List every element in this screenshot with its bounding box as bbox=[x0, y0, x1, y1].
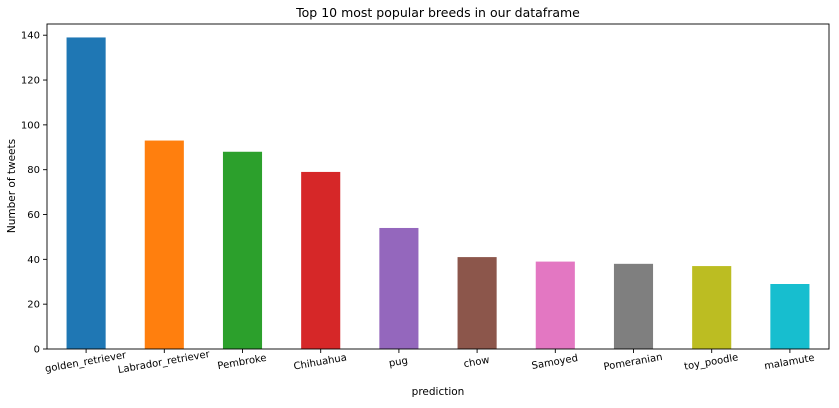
x-tick-label: toy_poodle bbox=[683, 352, 739, 372]
bar-golden-retriever bbox=[66, 37, 106, 349]
bar-malamute bbox=[770, 284, 810, 349]
x-tick-label: golden_retriever bbox=[44, 350, 128, 375]
plot-frame bbox=[46, 23, 830, 350]
bar-toy-poodle bbox=[692, 266, 732, 349]
y-tick-label: 40 bbox=[27, 255, 40, 266]
x-tick-label: Chihuahua bbox=[293, 352, 348, 372]
y-tick-label: 60 bbox=[27, 210, 40, 221]
x-tick-label: Samoyed bbox=[531, 353, 579, 372]
bar-pembroke bbox=[222, 151, 263, 349]
y-tick-label: 140 bbox=[21, 31, 40, 42]
x-tick-label: Pembroke bbox=[217, 353, 268, 372]
bar-chihuahua bbox=[301, 171, 341, 349]
x-tick-label: chow bbox=[463, 355, 491, 370]
y-tick-label: 20 bbox=[27, 300, 40, 311]
y-axis-label: Number of tweets bbox=[6, 139, 18, 233]
x-tick-label: malamute bbox=[763, 353, 815, 373]
plot-area: 020406080100120140golden_retrieverLabrad… bbox=[21, 23, 830, 376]
x-axis-label: prediction bbox=[412, 386, 465, 398]
bar-samoyed bbox=[535, 261, 575, 349]
y-tick-label: 100 bbox=[21, 120, 40, 131]
bar-chow bbox=[457, 257, 497, 349]
y-tick-label: 120 bbox=[21, 76, 40, 87]
chart-title: Top 10 most popular breeds in our datafr… bbox=[295, 5, 580, 20]
y-tick-label: 80 bbox=[27, 165, 40, 176]
x-tick-label: Pomeranian bbox=[603, 352, 664, 373]
y-tick-label: 0 bbox=[34, 345, 40, 356]
x-tick-label: pug bbox=[388, 355, 409, 369]
bar-pug bbox=[379, 227, 419, 349]
bar-labrador-retriever bbox=[144, 140, 184, 349]
bar-pomeranian bbox=[613, 263, 654, 349]
